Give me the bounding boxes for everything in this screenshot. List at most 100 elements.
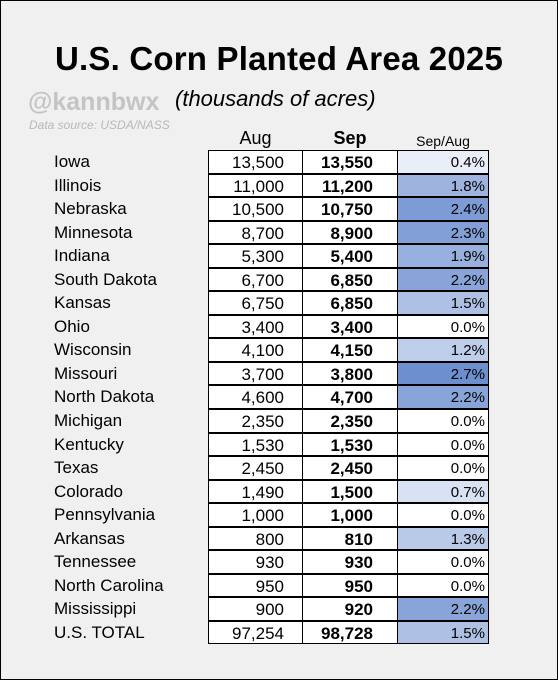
change-value: 2.2%	[397, 267, 489, 292]
table-row: Ohio 3,400 3,400 0.0%	[0, 314, 558, 339]
sep-value: 920	[302, 597, 398, 621]
sep-value: 930	[302, 550, 398, 574]
state-name: Nebraska	[54, 199, 127, 219]
table-row: Illinois 11,000 11,200 1.8%	[0, 173, 558, 198]
change-value: 2.2%	[397, 597, 489, 621]
state-name: Missouri	[54, 363, 118, 383]
column-header-sep: Sep	[333, 128, 367, 148]
aug-value: 930	[208, 550, 303, 574]
author-handle: @kannbwx	[28, 88, 160, 116]
aug-value: 10,500	[208, 197, 303, 221]
sep-value: 6,850	[302, 267, 398, 292]
state-name: Pennsylvania	[54, 505, 156, 525]
aug-value: 5,300	[208, 244, 303, 268]
state-name: Michigan	[54, 411, 123, 431]
table-row: Tennessee 930 930 0.0%	[0, 550, 558, 574]
aug-value: 4,600	[208, 385, 303, 410]
sep-value: 6,850	[302, 291, 398, 315]
sep-value: 4,700	[302, 385, 398, 410]
sep-value: 2,350	[302, 409, 398, 433]
state-name: Kansas	[54, 293, 111, 313]
sep-value: 4,150	[302, 338, 398, 362]
state-name: Tennessee	[54, 552, 137, 572]
change-value: 2.3%	[397, 220, 489, 245]
state-name: South Dakota	[54, 269, 158, 289]
aug-value: 900	[208, 597, 303, 621]
acreage-table: Iowa 13,500 13,550 0.4% Illinois 11,000 11,200…	[0, 150, 558, 645]
table-row: Michigan 2,350 2,350 0.0%	[0, 409, 558, 433]
table-row: Nebraska 10,500 10,750 2.4%	[0, 197, 558, 221]
change-value: 1.5%	[397, 620, 489, 645]
change-value: 2.7%	[397, 361, 489, 386]
table-row: U.S. TOTAL 97,254 98,728 1.5%	[0, 620, 558, 645]
state-name: Wisconsin	[54, 340, 132, 360]
table-row: North Carolina 950 950 0.0%	[0, 573, 558, 598]
table-row: Pennsylvania 1,000 1,000 0.0%	[0, 503, 558, 527]
change-value: 2.2%	[397, 385, 489, 410]
change-value: 0.0%	[397, 314, 489, 339]
table-row: Arkansas 800 810 1.3%	[0, 526, 558, 551]
table-row: Iowa 13,500 13,550 0.4%	[0, 150, 558, 174]
change-value: 1.3%	[397, 526, 489, 551]
table-row: Kansas 6,750 6,850 1.5%	[0, 291, 558, 315]
sep-value: 1,000	[302, 503, 398, 527]
data-source: Data source: USDA/NASS	[29, 118, 170, 132]
chart-subtitle: (thousands of acres)	[175, 86, 376, 111]
change-value: 0.0%	[397, 550, 489, 574]
sep-value: 8,900	[302, 220, 398, 245]
state-name: Texas	[54, 458, 99, 478]
sep-value: 1,500	[302, 479, 398, 504]
aug-value: 2,450	[208, 456, 303, 480]
sep-value: 13,550	[302, 150, 398, 174]
aug-value: 13,500	[208, 150, 303, 174]
sep-value: 10,750	[302, 197, 398, 221]
table-row: South Dakota 6,700 6,850 2.2%	[0, 267, 558, 292]
change-value: 0.7%	[397, 479, 489, 504]
state-name: Arkansas	[54, 528, 125, 548]
sep-value: 11,200	[302, 173, 398, 198]
state-name: Kentucky	[54, 434, 124, 454]
aug-value: 1,530	[208, 432, 303, 457]
state-name: Mississippi	[54, 599, 137, 619]
sep-value: 2,450	[302, 456, 398, 480]
table-row: Minnesota 8,700 8,900 2.3%	[0, 220, 558, 245]
sep-value: 950	[302, 573, 398, 598]
change-value: 0.0%	[397, 409, 489, 433]
table-row: Kentucky 1,530 1,530 0.0%	[0, 432, 558, 457]
aug-value: 6,700	[208, 267, 303, 292]
state-name: North Carolina	[54, 575, 164, 595]
aug-value: 3,700	[208, 361, 303, 386]
aug-value: 97,254	[208, 620, 303, 645]
state-name: Ohio	[54, 316, 90, 336]
table-row: Wisconsin 4,100 4,150 1.2%	[0, 338, 558, 362]
change-value: 1.8%	[397, 173, 489, 198]
aug-value: 1,490	[208, 479, 303, 504]
change-value: 0.0%	[397, 573, 489, 598]
change-value: 1.5%	[397, 291, 489, 315]
aug-value: 6,750	[208, 291, 303, 315]
aug-value: 3,400	[208, 314, 303, 339]
state-name: Colorado	[54, 481, 123, 501]
state-name: U.S. TOTAL	[54, 622, 145, 642]
sep-value: 3,400	[302, 314, 398, 339]
table-row: Texas 2,450 2,450 0.0%	[0, 456, 558, 480]
aug-value: 2,350	[208, 409, 303, 433]
table-row: North Dakota 4,600 4,700 2.2%	[0, 385, 558, 410]
table-row: Mississippi 900 920 2.2%	[0, 597, 558, 621]
sep-value: 3,800	[302, 361, 398, 386]
chart-title: U.S. Corn Planted Area 2025	[55, 40, 503, 77]
aug-value: 1,000	[208, 503, 303, 527]
aug-value: 4,100	[208, 338, 303, 362]
aug-value: 950	[208, 573, 303, 598]
aug-value: 8,700	[208, 220, 303, 245]
aug-value: 800	[208, 526, 303, 551]
table-row: Indiana 5,300 5,400 1.9%	[0, 244, 558, 268]
state-name: Indiana	[54, 246, 110, 266]
change-value: 0.0%	[397, 503, 489, 527]
sep-value: 98,728	[302, 620, 398, 645]
sep-value: 5,400	[302, 244, 398, 268]
state-name: Illinois	[54, 175, 102, 195]
sep-value: 810	[302, 526, 398, 551]
change-value: 0.4%	[397, 150, 489, 174]
change-value: 0.0%	[397, 456, 489, 480]
